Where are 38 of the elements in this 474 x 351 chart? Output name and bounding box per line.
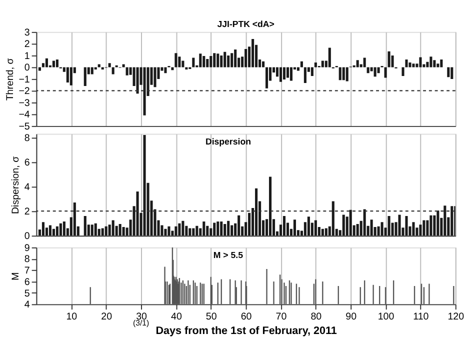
x-tick-label: 10 [66,311,78,322]
y-tick-label: −1 [18,74,30,86]
y-tick-label: −4 [18,110,30,121]
y-axis-title: M [10,272,22,280]
y-tick-label: −2 [18,86,30,98]
x-tick-label: 100 [378,311,395,322]
chart-title: M > 5.5 [213,250,244,260]
x-tick-label: 50 [206,311,218,322]
y-tick-label: −5 [18,121,30,132]
y-tick-label: 8 [24,132,30,144]
x-tick-label: 80 [310,311,322,322]
y-axis-title: Dispersion, σ [10,156,22,214]
y-tick-label: 1 [24,50,30,62]
x-tick-label: 120 [448,311,465,322]
y-tick-label: −3 [18,98,30,109]
y-tick-label: 0 [24,231,30,242]
y-tick-label: 7 [24,266,30,277]
y-axis-title: Thrend, σ [4,58,16,101]
y-tick-label: 5 [24,288,30,300]
y-tick-label: 2 [24,206,30,218]
x-tick-label: 60 [240,311,252,322]
y-tick-label: 9 [24,242,30,254]
x-tick-label: 40 [171,311,182,322]
y-tick-label: 2 [24,39,30,50]
x-tick-label: 110 [413,311,430,322]
y-tick-label: 6 [24,276,30,288]
y-tick-label: 3 [24,27,30,38]
y-tick-label: 4 [24,182,30,193]
chart-title: JJI-PTK <dA> [217,19,274,30]
y-tick-label: 8 [24,254,30,266]
y-tick-label: 6 [24,157,30,168]
x-tick-label: 20 [101,311,113,322]
x-tick-label: 70 [276,311,288,322]
chart-title: Dispersion [205,136,251,147]
y-tick-label: 4 [24,300,30,311]
x-tick-label: 90 [346,311,358,322]
y-tick-label: 0 [24,62,30,74]
x-axis-title: Days from the 1st of February, 2011 [156,325,337,338]
